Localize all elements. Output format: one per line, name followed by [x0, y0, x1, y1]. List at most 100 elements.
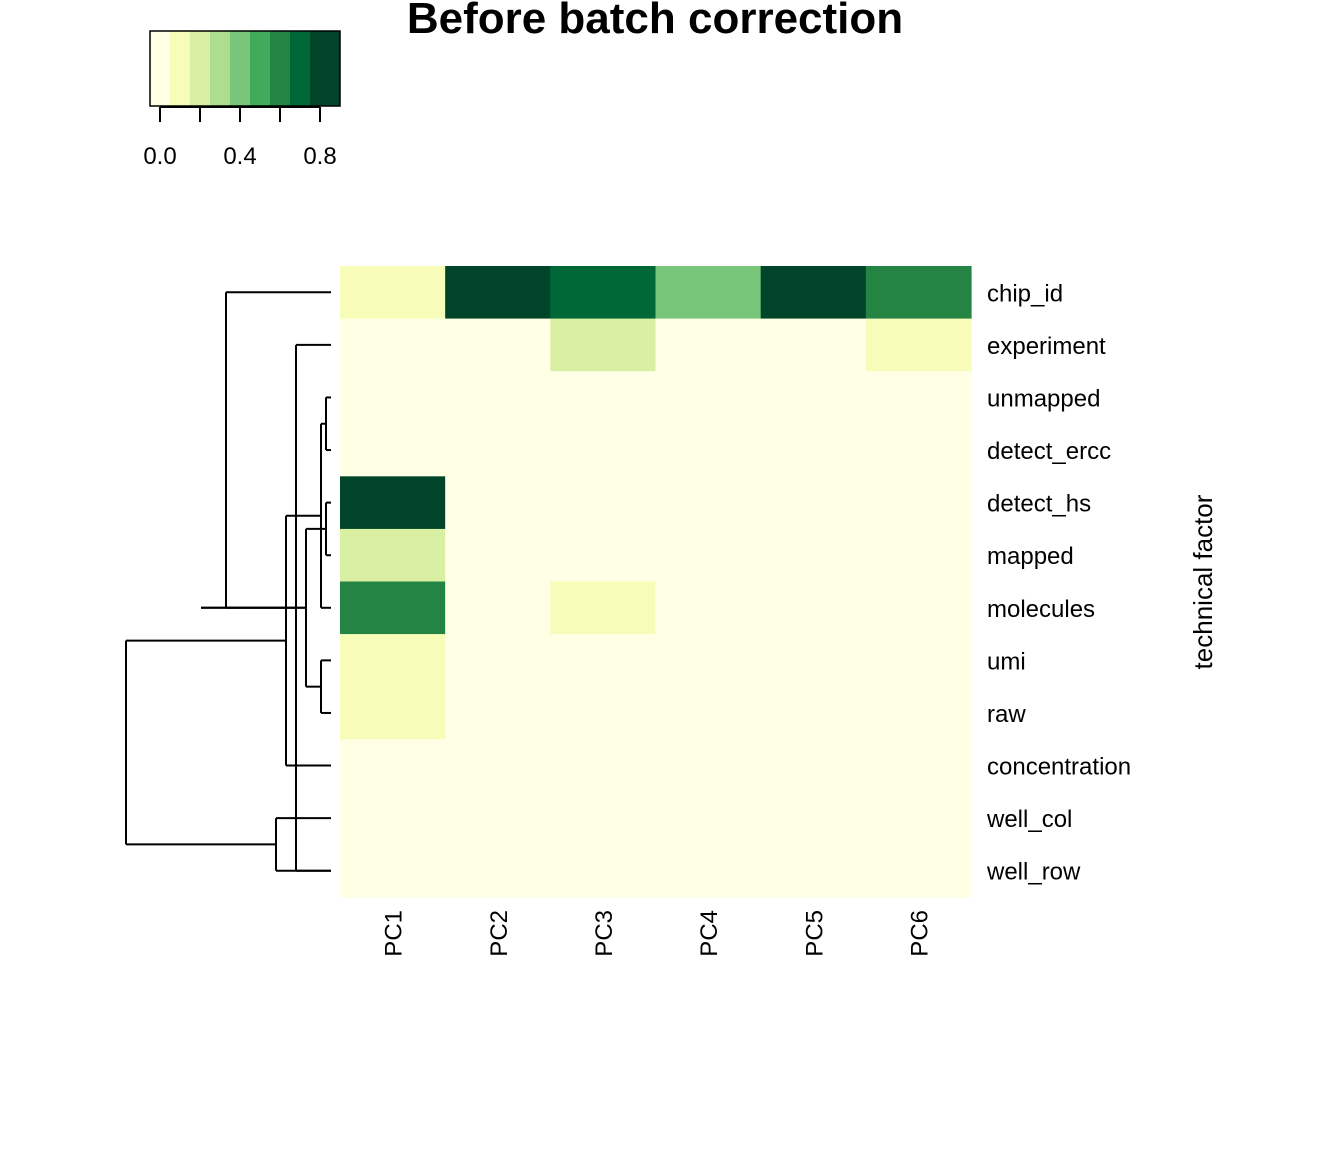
color-key-bin: [270, 31, 291, 106]
color-key-bin: [250, 31, 271, 106]
color-key-bin: [210, 31, 231, 106]
y-axis-title: technical factor: [1188, 494, 1218, 669]
heatmap-cell-umi-PC5: [760, 634, 867, 688]
row-label-well_col: well_col: [986, 806, 1072, 833]
heatmap-cell-concentration-PC6: [865, 739, 972, 793]
heatmap-cells: [340, 266, 972, 898]
heatmap-cell-molecules-PC1: [340, 581, 446, 635]
heatmap-cell-detect_ercc-PC3: [550, 423, 657, 477]
heatmap-cell-mapped-PC5: [760, 528, 867, 583]
heatmap-cell-experiment-PC5: [760, 318, 867, 372]
row-label-mapped: mapped: [987, 543, 1074, 570]
heatmap-cell-molecules-PC4: [655, 581, 762, 635]
heatmap-cell-concentration-PC5: [760, 739, 867, 793]
heatmap-cell-chip_id-PC3: [550, 266, 657, 320]
color-key-bin: [230, 31, 251, 106]
color-key-tick-label: 0.8: [303, 143, 336, 170]
heatmap-cell-raw-PC3: [550, 686, 657, 740]
heatmap-cell-chip_id-PC5: [760, 266, 867, 320]
column-label-PC2: PC2: [486, 910, 513, 957]
heatmap-cell-well_col-PC5: [760, 791, 867, 846]
heatmap-cell-detect_hs-PC2: [445, 476, 551, 530]
heatmap-cell-raw-PC4: [655, 686, 762, 740]
row-label-detect_ercc: detect_ercc: [987, 438, 1111, 465]
column-label-PC3: PC3: [591, 910, 618, 957]
heatmap-cell-well_col-PC6: [865, 791, 972, 846]
heatmap-cell-detect_hs-PC5: [760, 476, 867, 530]
column-labels: PC1 PC2 PC3 PC4 PC5 PC6: [381, 910, 934, 957]
heatmap-cell-umi-PC6: [865, 634, 972, 688]
heatmap-cell-raw-PC1: [340, 686, 446, 740]
heatmap-cell-detect_ercc-PC4: [655, 423, 762, 477]
column-label-PC6: PC6: [906, 910, 933, 957]
heatmap-cell-well_row-PC5: [760, 844, 867, 898]
column-label-PC5: PC5: [801, 910, 828, 957]
row-label-detect_hs: detect_hs: [987, 491, 1091, 518]
heatmap-cell-well_col-PC2: [445, 791, 551, 846]
heatmap-cell-unmapped-PC5: [760, 371, 867, 425]
column-label-PC4: PC4: [696, 910, 723, 957]
heatmap-cell-molecules-PC5: [760, 581, 867, 635]
heatmap-cell-detect_hs-PC1: [340, 476, 446, 530]
heatmap-cell-unmapped-PC3: [550, 371, 657, 425]
heatmap-cell-experiment-PC3: [550, 318, 657, 372]
heatmap-cell-concentration-PC3: [550, 739, 657, 793]
color-key: [149, 30, 341, 107]
row-dendrogram: [125, 291, 331, 872]
heatmap-cell-molecules-PC6: [865, 581, 972, 635]
heatmap-cell-umi-PC1: [340, 634, 446, 688]
color-key-bin: [190, 31, 211, 106]
color-key-tick-label: 0.4: [223, 143, 256, 170]
heatmap-cell-well_row-PC6: [865, 844, 972, 898]
heatmap-cell-chip_id-PC2: [445, 266, 551, 320]
heatmap-cell-detect_ercc-PC6: [865, 423, 972, 477]
color-key-bin: [330, 31, 341, 106]
heatmap-cell-chip_id-PC1: [340, 266, 446, 320]
heatmap-cell-unmapped-PC2: [445, 371, 551, 425]
heatmap-cell-well_row-PC1: [340, 844, 446, 898]
heatmap-cell-well_row-PC3: [550, 844, 657, 898]
heatmap-cell-detect_hs-PC3: [550, 476, 657, 530]
heatmap-cell-well_col-PC4: [655, 791, 762, 846]
row-label-umi: umi: [987, 648, 1026, 675]
heatmap-cell-detect_hs-PC4: [655, 476, 762, 530]
row-label-molecules: molecules: [987, 596, 1095, 623]
heatmap-cell-umi-PC3: [550, 634, 657, 688]
heatmap-cell-detect_ercc-PC1: [340, 423, 446, 477]
heatmap-cell-raw-PC6: [865, 686, 972, 740]
chart-title: Before batch correction: [407, 0, 903, 43]
heatmap-cell-molecules-PC2: [445, 581, 551, 635]
heatmap-cell-unmapped-PC1: [340, 371, 446, 425]
row-label-unmapped: unmapped: [987, 385, 1100, 412]
heatmap-cell-experiment-PC1: [340, 318, 446, 372]
heatmap-cell-concentration-PC4: [655, 739, 762, 793]
row-label-raw: raw: [987, 701, 1026, 728]
heatmap-cell-well_row-PC4: [655, 844, 762, 898]
heatmap-cell-chip_id-PC6: [865, 266, 972, 320]
heatmap-cell-molecules-PC3: [550, 581, 657, 635]
color-key-bin: [170, 31, 191, 106]
heatmap-cell-experiment-PC6: [865, 318, 972, 372]
heatmap-cell-raw-PC2: [445, 686, 551, 740]
heatmap-cell-concentration-PC2: [445, 739, 551, 793]
heatmap-cell-concentration-PC1: [340, 739, 446, 793]
row-labels: chip_id experiment unmapped detect_erccdete…: [986, 280, 1131, 885]
heatmap-cell-detect_ercc-PC5: [760, 423, 867, 477]
heatmap-cell-unmapped-PC4: [655, 371, 762, 425]
heatmap-cell-well_col-PC3: [550, 791, 657, 846]
row-label-well_row: well_row: [986, 859, 1081, 886]
row-label-concentration: concentration: [987, 754, 1131, 781]
color-key-bin: [290, 31, 311, 106]
heatmap-cell-mapped-PC6: [865, 528, 972, 583]
heatmap-cell-mapped-PC1: [340, 528, 446, 583]
color-key-ticks: 0.0 0.4 0.8: [143, 106, 337, 170]
heatmap-cell-mapped-PC4: [655, 528, 762, 583]
heatmap-cell-well_row-PC2: [445, 844, 551, 898]
heatmap-cell-experiment-PC4: [655, 318, 762, 372]
heatmap-cell-chip_id-PC4: [655, 266, 762, 320]
color-key-bin: [150, 31, 171, 106]
heatmap-cell-raw-PC5: [760, 686, 867, 740]
heatmap-cell-experiment-PC2: [445, 318, 551, 372]
heatmap-cell-mapped-PC3: [550, 528, 657, 583]
